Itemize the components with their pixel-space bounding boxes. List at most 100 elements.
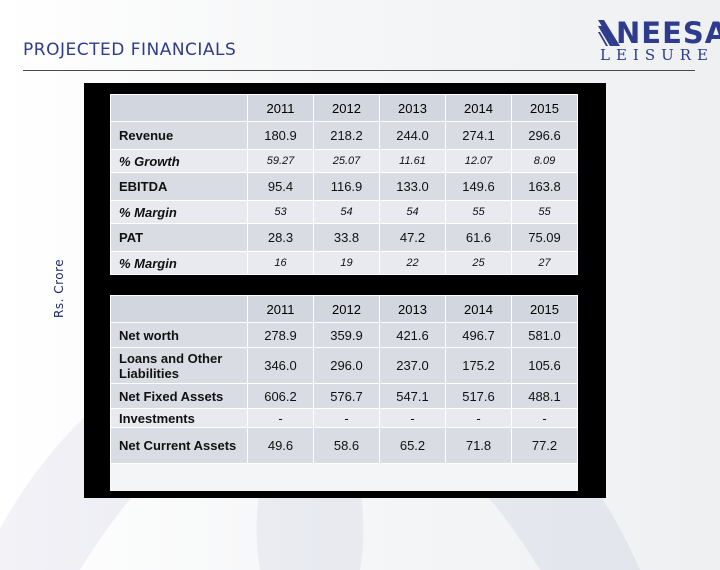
year-header: 2013 [379,295,446,323]
cell-value: - [445,408,512,428]
row-label: % Margin [110,200,248,224]
row-label: Net Current Assets [110,427,248,464]
cell-value: 27 [511,251,578,275]
table-row: Investments - - - - - [110,408,578,428]
cell-value: 58.6 [313,427,380,464]
cell-value: 54 [379,200,446,224]
table-row: % Margin 53 54 54 55 55 [110,200,578,224]
cell-value: 296.6 [511,121,578,150]
cell-value: 105.6 [511,347,578,384]
cell-value: 517.6 [445,383,512,409]
cell-value: 16 [247,251,314,275]
year-header: 2013 [379,94,446,122]
cell-value: 65.2 [379,427,446,464]
empty-cell [110,463,578,491]
cell-value: - [313,408,380,428]
cell-value: 296.0 [313,347,380,384]
year-header: 2015 [511,295,578,323]
cell-value: 47.2 [379,223,446,252]
units-label: Rs. Crore [52,258,66,318]
cell-value: 496.7 [445,322,512,348]
page-title: PROJECTED FINANCIALS [23,40,237,60]
table-row: % Margin 16 19 22 25 27 [110,251,578,275]
table-row: PAT 28.3 33.8 47.2 61.6 75.09 [110,223,578,252]
table-empty-row [110,463,578,491]
cell-value: - [511,408,578,428]
row-label: % Growth [110,149,248,173]
row-label: Net worth [110,322,248,348]
balance-sheet-table: 2011 2012 2013 2014 2015 Net worth 278.9… [110,295,578,491]
cell-value: 25 [445,251,512,275]
cell-value: 19 [313,251,380,275]
cell-value: 116.9 [313,172,380,201]
table-row: Net worth 278.9 359.9 421.6 496.7 581.0 [110,322,578,348]
cell-value: 11.61 [379,149,446,173]
cell-value: 59.27 [247,149,314,173]
logo-wordmark-bottom: LEISURE [600,46,714,64]
cell-value: 12.07 [445,149,512,173]
cell-value: 25.07 [313,149,380,173]
year-header: 2012 [313,295,380,323]
row-label: Revenue [110,121,248,150]
cell-value: 180.9 [247,121,314,150]
logo-stripes-icon [598,20,620,46]
cell-value: 346.0 [247,347,314,384]
cell-value: 175.2 [445,347,512,384]
cell-value: 61.6 [445,223,512,252]
row-label: Loans and Other Liabilities [110,347,248,384]
company-logo: NEESA LEISURE [596,16,720,64]
cell-value: 8.09 [511,149,578,173]
header-blank-cell [110,94,248,122]
cell-value: 218.2 [313,121,380,150]
table-row: Loans and Other Liabilities 346.0 296.0 … [110,347,578,384]
cell-value: 75.09 [511,223,578,252]
year-header: 2011 [247,295,314,323]
table-row: Net Fixed Assets 606.2 576.7 547.1 517.6… [110,383,578,409]
cell-value: 237.0 [379,347,446,384]
cell-value: 133.0 [379,172,446,201]
year-header: 2012 [313,94,380,122]
cell-value: 95.4 [247,172,314,201]
row-label: Net Fixed Assets [110,383,248,409]
row-label: Investments [110,408,248,428]
income-table: 2011 2012 2013 2014 2015 Revenue 180.9 2… [110,94,578,275]
row-label: % Margin [110,251,248,275]
table-row: Net Current Assets 49.6 58.6 65.2 71.8 7… [110,427,578,464]
cell-value: - [247,408,314,428]
cell-value: 359.9 [313,322,380,348]
year-header: 2015 [511,94,578,122]
table-header-row: 2011 2012 2013 2014 2015 [110,295,578,323]
cell-value: 77.2 [511,427,578,464]
cell-value: 547.1 [379,383,446,409]
header-blank-cell [110,295,248,323]
cell-value: 163.8 [511,172,578,201]
logo-wordmark-top: NEESA [616,16,720,50]
row-label: PAT [110,223,248,252]
cell-value: 49.6 [247,427,314,464]
table-row: % Growth 59.27 25.07 11.61 12.07 8.09 [110,149,578,173]
cell-value: 28.3 [247,223,314,252]
row-label: EBITDA [110,172,248,201]
cell-value: 581.0 [511,322,578,348]
cell-value: 274.1 [445,121,512,150]
cell-value: 576.7 [313,383,380,409]
cell-value: 149.6 [445,172,512,201]
cell-value: 53 [247,200,314,224]
cell-value: 488.1 [511,383,578,409]
cell-value: 54 [313,200,380,224]
cell-value: 33.8 [313,223,380,252]
cell-value: 606.2 [247,383,314,409]
year-header: 2014 [445,295,512,323]
year-header: 2014 [445,94,512,122]
cell-value: 421.6 [379,322,446,348]
year-header: 2011 [247,94,314,122]
table-header-row: 2011 2012 2013 2014 2015 [110,94,578,122]
cell-value: 244.0 [379,121,446,150]
cell-value: 55 [445,200,512,224]
cell-value: 55 [511,200,578,224]
cell-value: 22 [379,251,446,275]
table-row: EBITDA 95.4 116.9 133.0 149.6 163.8 [110,172,578,201]
title-divider [23,70,695,71]
cell-value: 278.9 [247,322,314,348]
cell-value: 71.8 [445,427,512,464]
